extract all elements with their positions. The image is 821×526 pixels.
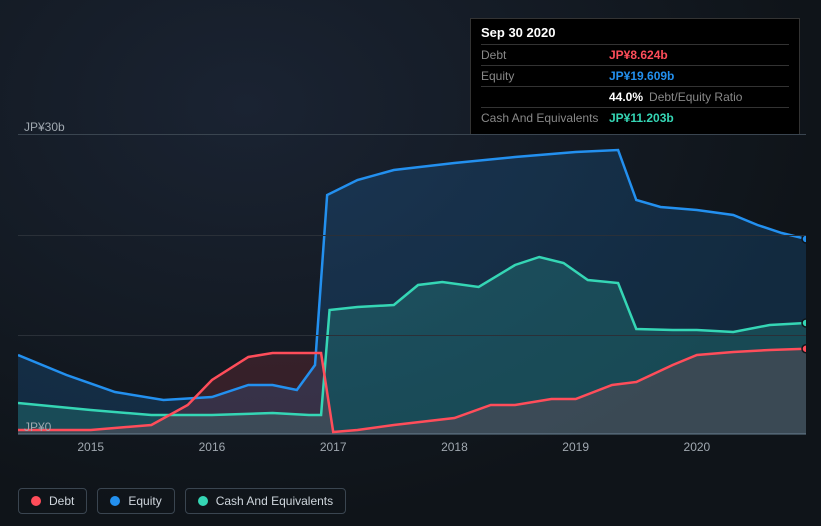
x-axis-label: 2020 [684,440,711,454]
legend-dot-icon [31,496,41,506]
legend-item-equity[interactable]: Equity [97,488,174,514]
end-marker-equity [802,235,806,243]
tooltip-rows: DebtJP¥8.624bEquityJP¥19.609b44.0%Debt/E… [481,44,789,128]
legend: Debt Equity Cash And Equivalents [18,488,346,514]
tooltip-row: EquityJP¥19.609b [481,65,789,86]
plot-surface[interactable] [18,134,806,434]
tooltip-row-suffix: Debt/Equity Ratio [649,90,742,104]
y-axis-label: JP¥0 [24,420,51,434]
tooltip-row-label [481,90,609,104]
legend-dot-icon [110,496,120,506]
legend-label: Equity [128,494,161,508]
tooltip-row-label: Equity [481,69,609,83]
tooltip-row-label: Debt [481,48,609,62]
tooltip-row-value: 44.0% [609,90,643,104]
end-marker-debt [802,345,806,353]
legend-dot-icon [198,496,208,506]
tooltip-row: 44.0% Debt/Equity Ratio [481,86,789,107]
tooltip-date: Sep 30 2020 [481,25,789,44]
x-axis-label: 2019 [562,440,589,454]
legend-label: Debt [49,494,74,508]
end-marker-cash [802,319,806,327]
x-axis-label: 2017 [320,440,347,454]
legend-item-debt[interactable]: Debt [18,488,87,514]
hover-tooltip: Sep 30 2020 DebtJP¥8.624bEquityJP¥19.609… [470,18,800,135]
chart-svg [18,135,806,435]
legend-item-cash[interactable]: Cash And Equivalents [185,488,346,514]
legend-label: Cash And Equivalents [216,494,333,508]
tooltip-row-value: JP¥8.624b [609,48,668,62]
x-axis-label: 2018 [441,440,468,454]
tooltip-row-value: JP¥19.609b [609,69,674,83]
y-axis-label: JP¥30b [24,120,65,134]
tooltip-row: DebtJP¥8.624b [481,44,789,65]
gridline [18,335,806,336]
gridline [18,235,806,236]
x-axis-label: 2016 [199,440,226,454]
x-axis-label: 2015 [77,440,104,454]
chart-area: JP¥30b JP¥0 2015 2016 2017 2018 2019 2020 [18,120,806,460]
